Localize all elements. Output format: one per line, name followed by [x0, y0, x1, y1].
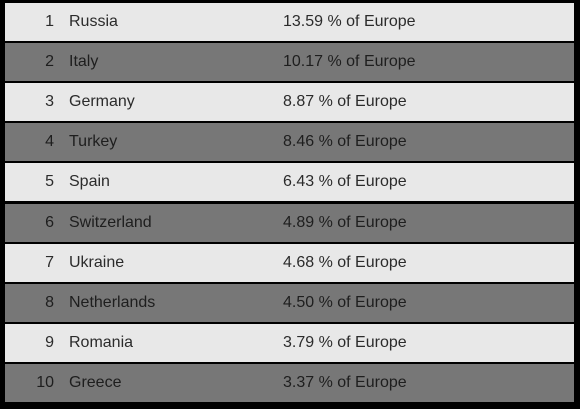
rank-cell: 3: [45, 93, 54, 110]
table-row: 5 Spain 6.43 % of Europe: [5, 163, 574, 201]
share-cell: 8.46 % of Europe: [283, 133, 407, 150]
country-cell: Ukraine: [69, 254, 125, 271]
share-cell: 3.79 % of Europe: [283, 334, 407, 351]
rank-cell: 7: [45, 254, 54, 271]
country-cell: Spain: [69, 173, 110, 190]
table-row: 1 Russia 13.59 % of Europe: [5, 3, 574, 41]
table-row: 6 Switzerland 4.89 % of Europe: [5, 204, 574, 242]
rank-cell: 10: [36, 374, 54, 391]
table-row: 8 Netherlands 4.50 % of Europe: [5, 284, 574, 322]
rank-cell: 4: [45, 133, 54, 150]
share-cell: 4.50 % of Europe: [283, 294, 407, 311]
rank-cell: 8: [45, 294, 54, 311]
country-cell: Russia: [69, 13, 118, 30]
ranking-table: 1 Russia 13.59 % of Europe 2 Italy 10.17…: [5, 3, 574, 406]
rank-cell: 6: [45, 214, 54, 231]
country-cell: Switzerland: [69, 214, 152, 231]
country-cell: Greece: [69, 374, 122, 391]
table-row: 4 Turkey 8.46 % of Europe: [5, 123, 574, 161]
table-row: 2 Italy 10.17 % of Europe: [5, 43, 574, 81]
table-row: 7 Ukraine 4.68 % of Europe: [5, 244, 574, 282]
share-cell: 8.87 % of Europe: [283, 93, 407, 110]
rank-cell: 1: [45, 13, 54, 30]
table-row: 3 Germany 8.87 % of Europe: [5, 83, 574, 121]
rank-cell: 2: [45, 53, 54, 70]
share-cell: 10.17 % of Europe: [283, 53, 416, 70]
share-cell: 4.89 % of Europe: [283, 214, 407, 231]
country-cell: Romania: [69, 334, 134, 351]
share-cell: 4.68 % of Europe: [283, 254, 407, 271]
country-cell: Turkey: [69, 133, 118, 150]
share-cell: 3.37 % of Europe: [283, 374, 407, 391]
table-row: 9 Romania 3.79 % of Europe: [5, 324, 574, 362]
country-cell: Italy: [69, 53, 99, 70]
share-cell: 6.43 % of Europe: [283, 173, 407, 190]
country-cell: Germany: [69, 93, 135, 110]
rank-cell: 9: [45, 334, 54, 351]
table-row: 10 Greece 3.37 % of Europe: [5, 364, 574, 402]
rank-cell: 5: [45, 173, 54, 190]
share-cell: 13.59 % of Europe: [283, 13, 416, 30]
country-cell: Netherlands: [69, 294, 156, 311]
